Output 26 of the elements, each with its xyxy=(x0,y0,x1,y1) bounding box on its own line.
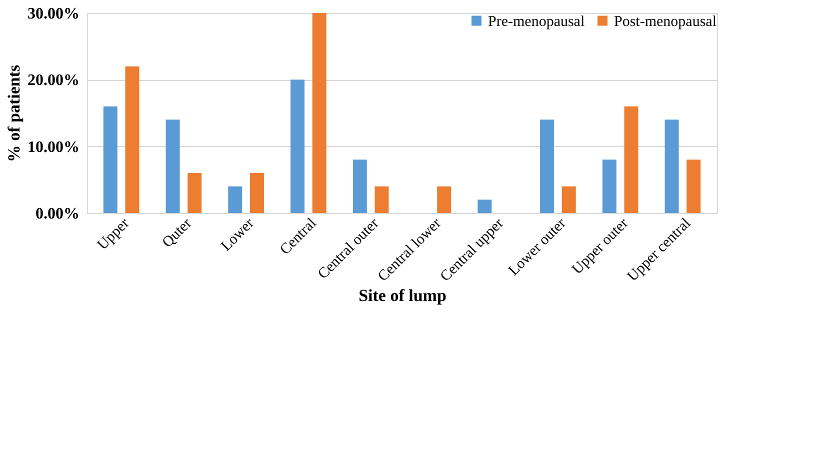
bar xyxy=(103,106,118,213)
bar xyxy=(686,160,701,213)
bar xyxy=(562,186,576,213)
legend-label: Post-menopausal xyxy=(614,14,716,30)
bar xyxy=(250,173,264,213)
bar xyxy=(478,200,492,213)
bar xyxy=(125,66,140,213)
y-axis-title: % of patients xyxy=(4,64,24,162)
y-tick-label: 10.00% xyxy=(28,138,80,156)
legend-label: Pre-menopausal xyxy=(488,14,585,30)
bar xyxy=(166,120,180,213)
bar xyxy=(664,120,679,213)
bar xyxy=(290,80,305,213)
bar xyxy=(437,186,452,213)
bar xyxy=(374,186,389,213)
bar xyxy=(188,173,202,213)
bar xyxy=(228,186,242,213)
bar xyxy=(352,160,367,213)
y-tick-label: 30.00% xyxy=(28,6,80,22)
y-tick-label: 20.00% xyxy=(28,72,80,90)
x-axis-title: Site of lump xyxy=(358,286,446,306)
bar xyxy=(602,160,616,213)
bar xyxy=(624,106,638,213)
bar xyxy=(540,120,554,213)
y-tick-label: 0.00% xyxy=(36,206,80,222)
bar xyxy=(312,13,326,213)
